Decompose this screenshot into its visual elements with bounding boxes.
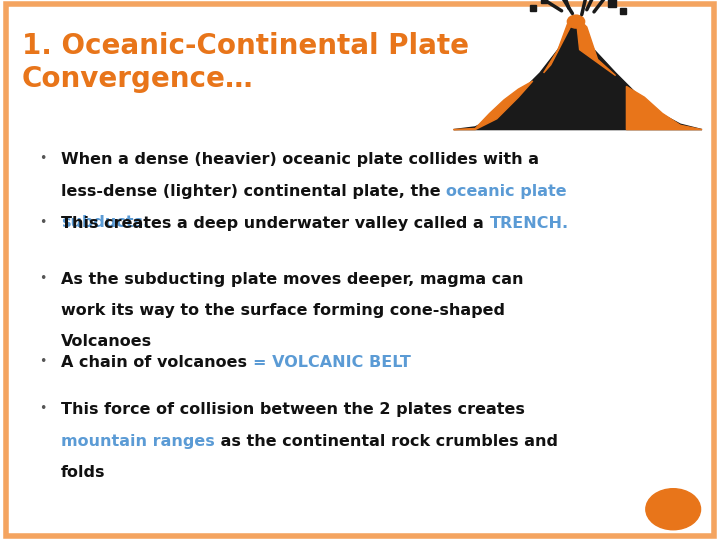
- Text: = VOLCANIC BELT: = VOLCANIC BELT: [253, 355, 410, 370]
- Text: •: •: [40, 355, 47, 368]
- Text: Convergence…: Convergence…: [22, 65, 253, 93]
- Text: •: •: [40, 216, 47, 229]
- Polygon shape: [454, 81, 533, 130]
- Polygon shape: [544, 16, 576, 73]
- Text: folds: folds: [61, 465, 106, 480]
- Text: mountain ranges: mountain ranges: [61, 434, 215, 449]
- Polygon shape: [576, 16, 616, 76]
- Circle shape: [646, 489, 701, 530]
- Text: Volcanoes: Volcanoes: [61, 334, 153, 349]
- Text: 1. Oceanic-Continental Plate: 1. Oceanic-Continental Plate: [22, 32, 469, 60]
- Text: •: •: [40, 402, 47, 415]
- Text: This creates a deep underwater valley called a: This creates a deep underwater valley ca…: [61, 216, 490, 231]
- Text: less-dense (lighter) continental plate, the: less-dense (lighter) continental plate, …: [61, 184, 446, 199]
- Text: A chain of volcanoes: A chain of volcanoes: [61, 355, 253, 370]
- Text: •: •: [40, 152, 47, 165]
- Text: •: •: [40, 272, 47, 285]
- Text: As the subducting plate moves deeper, magma can: As the subducting plate moves deeper, ma…: [61, 272, 523, 287]
- Polygon shape: [454, 16, 702, 130]
- Text: This force of collision between the 2 plates creates: This force of collision between the 2 pl…: [61, 402, 525, 417]
- FancyBboxPatch shape: [6, 4, 714, 536]
- Text: When a dense (heavier) oceanic plate collides with a: When a dense (heavier) oceanic plate col…: [61, 152, 539, 167]
- Polygon shape: [626, 86, 702, 130]
- Text: subducts.: subducts.: [61, 215, 149, 230]
- Text: as the continental rock crumbles and: as the continental rock crumbles and: [215, 434, 558, 449]
- Text: TRENCH.: TRENCH.: [490, 216, 569, 231]
- Text: work its way to the surface forming cone-shaped: work its way to the surface forming cone…: [61, 303, 505, 318]
- Circle shape: [567, 15, 585, 28]
- Text: oceanic plate: oceanic plate: [446, 184, 567, 199]
